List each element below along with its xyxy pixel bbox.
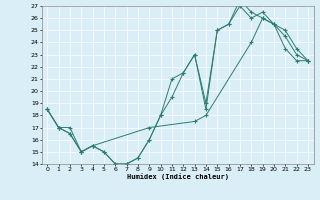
X-axis label: Humidex (Indice chaleur): Humidex (Indice chaleur) <box>127 173 228 180</box>
